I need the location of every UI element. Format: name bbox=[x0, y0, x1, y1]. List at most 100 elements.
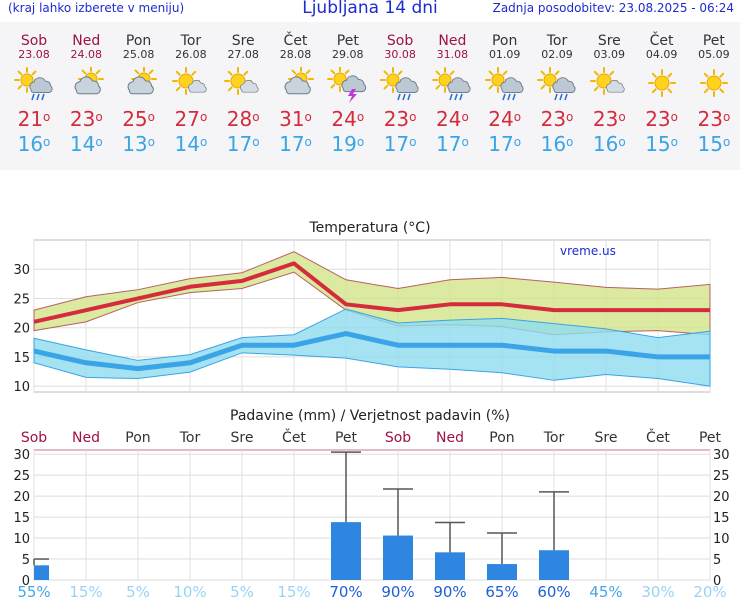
sun-disc bbox=[654, 75, 670, 91]
sun-cloud-rain-icon bbox=[432, 67, 471, 101]
max-temp: 23o bbox=[697, 107, 731, 131]
max-temp: 23o bbox=[69, 107, 103, 131]
precip-tick-label-right: 25 bbox=[713, 469, 730, 484]
min-temp: 17o bbox=[279, 132, 312, 156]
lightning-bolt bbox=[347, 89, 357, 103]
sun-cloud-rain-icon bbox=[14, 67, 53, 101]
precip-day-label: Sob bbox=[21, 430, 47, 446]
cloud-outline bbox=[395, 77, 419, 93]
day-name: Pon bbox=[491, 33, 518, 49]
sun-ray bbox=[488, 84, 494, 90]
precip-day-label: Sre bbox=[231, 430, 254, 446]
precip-day-label: Pon bbox=[489, 430, 514, 446]
precip-day-label: Pet bbox=[335, 430, 358, 446]
max-temp: 24o bbox=[488, 107, 522, 131]
rain-drop bbox=[454, 93, 459, 101]
cloud-shape bbox=[447, 77, 471, 93]
sun-icon bbox=[647, 69, 676, 97]
precip-day-label: Ned bbox=[72, 430, 100, 446]
sun-ray bbox=[594, 70, 599, 76]
max-temp: 24o bbox=[435, 107, 469, 131]
sun-ray bbox=[81, 69, 87, 75]
precip-day-label: Tor bbox=[179, 430, 201, 446]
cloud-outline bbox=[188, 80, 207, 93]
max-temp: 24o bbox=[331, 107, 365, 131]
max-temp: 23o bbox=[592, 107, 626, 131]
min-temp: 17o bbox=[488, 132, 522, 156]
cloud-outline bbox=[29, 77, 53, 93]
precip-day-label: Čet bbox=[282, 428, 306, 446]
cloud-shape bbox=[341, 75, 366, 93]
day-column: Pon 01.09 24o 17o bbox=[479, 22, 531, 157]
cloud-shape bbox=[552, 77, 576, 93]
sun-ray bbox=[435, 84, 441, 90]
cloud-shape bbox=[284, 76, 311, 95]
precip-tick-label-left: 5 bbox=[22, 553, 30, 568]
precip-day-label: Pet bbox=[699, 430, 722, 446]
day-name: Sre bbox=[597, 33, 621, 49]
day-column: Ned 24.08 23o 14o bbox=[60, 22, 112, 157]
cloud-shape bbox=[240, 80, 259, 93]
day-column: Pet 05.09 23o 15o bbox=[688, 22, 740, 157]
day-date: 23.08 bbox=[18, 48, 50, 61]
cloud-shape bbox=[188, 80, 207, 93]
precip-day-label: Tor bbox=[543, 430, 565, 446]
cloud-shape bbox=[127, 76, 154, 95]
max-temp: 31o bbox=[279, 107, 312, 131]
day-column: Tor 26.08 27o 14o bbox=[165, 22, 217, 157]
precip-tick-label-left: 0 bbox=[22, 574, 30, 589]
sun-ray bbox=[435, 70, 441, 76]
rain-drop bbox=[36, 93, 40, 101]
sun-cloud-rain-icon bbox=[537, 67, 576, 101]
precip-bar bbox=[539, 550, 569, 580]
max-temp-line bbox=[33, 261, 710, 324]
sun-cloud-icon bbox=[74, 67, 105, 95]
sun-ray bbox=[594, 86, 599, 92]
cloud-outline bbox=[127, 76, 154, 95]
cloud-outline bbox=[240, 80, 259, 93]
precip-chart-title: Padavine (mm) / Verjetnost padavin (%) bbox=[230, 408, 510, 424]
day-date: 05.09 bbox=[698, 48, 730, 61]
precip-probability: 45% bbox=[589, 583, 622, 600]
min-temp: 14o bbox=[174, 132, 208, 156]
rain-drop bbox=[564, 93, 568, 101]
last-update: Zadnja posodobitev: 23.08.2025 - 06:24 bbox=[492, 1, 734, 15]
sun-small-cloud-icon bbox=[590, 67, 625, 95]
day-date: 01.09 bbox=[488, 48, 521, 61]
max-temp: 27o bbox=[174, 107, 208, 131]
precip-probability: 10% bbox=[173, 583, 206, 600]
day-column: Tor 02.09 23o 16o bbox=[531, 22, 583, 157]
cloud-outline bbox=[606, 80, 625, 93]
sun-ray bbox=[243, 70, 249, 76]
sun-ray bbox=[383, 84, 389, 90]
cloud-outline bbox=[447, 77, 471, 93]
cloud-shape bbox=[74, 76, 102, 95]
rain-drop bbox=[449, 93, 454, 101]
day-column: Pet 29.08 24o 19o bbox=[322, 22, 374, 157]
precip-probability: 65% bbox=[485, 583, 518, 600]
day-column: Sob 30.08 23o 17o bbox=[374, 22, 426, 157]
sun-ray bbox=[291, 69, 296, 75]
sun-cloud-icon bbox=[284, 67, 314, 95]
min-temp: 17o bbox=[383, 132, 417, 156]
precip-probability: 60% bbox=[537, 583, 570, 600]
rain-drop bbox=[506, 93, 511, 101]
sun-ray bbox=[666, 72, 672, 78]
charts-svg: 10 15 20 25 30 Temperatura (°C) vreme.us Padavi… bbox=[13, 220, 730, 600]
day-date: 28.08 bbox=[279, 48, 312, 61]
sun-ray bbox=[175, 70, 181, 76]
day-date: 02.09 bbox=[541, 48, 573, 61]
precip-probability: 55% bbox=[17, 583, 50, 600]
cloud-outline bbox=[552, 77, 576, 93]
day-name: Ned bbox=[438, 33, 467, 49]
precip-probability: 70% bbox=[329, 583, 362, 600]
precip-day-label: Sob bbox=[385, 430, 411, 446]
rain-drop bbox=[397, 93, 401, 101]
day-name: Sob bbox=[20, 33, 48, 49]
day-name: Pet bbox=[336, 33, 359, 49]
day-name: Čet bbox=[283, 33, 308, 49]
max-temp: 21o bbox=[17, 107, 51, 131]
sun-disc bbox=[543, 73, 557, 87]
sun-ray bbox=[719, 72, 725, 78]
cloud-outline bbox=[500, 77, 524, 93]
